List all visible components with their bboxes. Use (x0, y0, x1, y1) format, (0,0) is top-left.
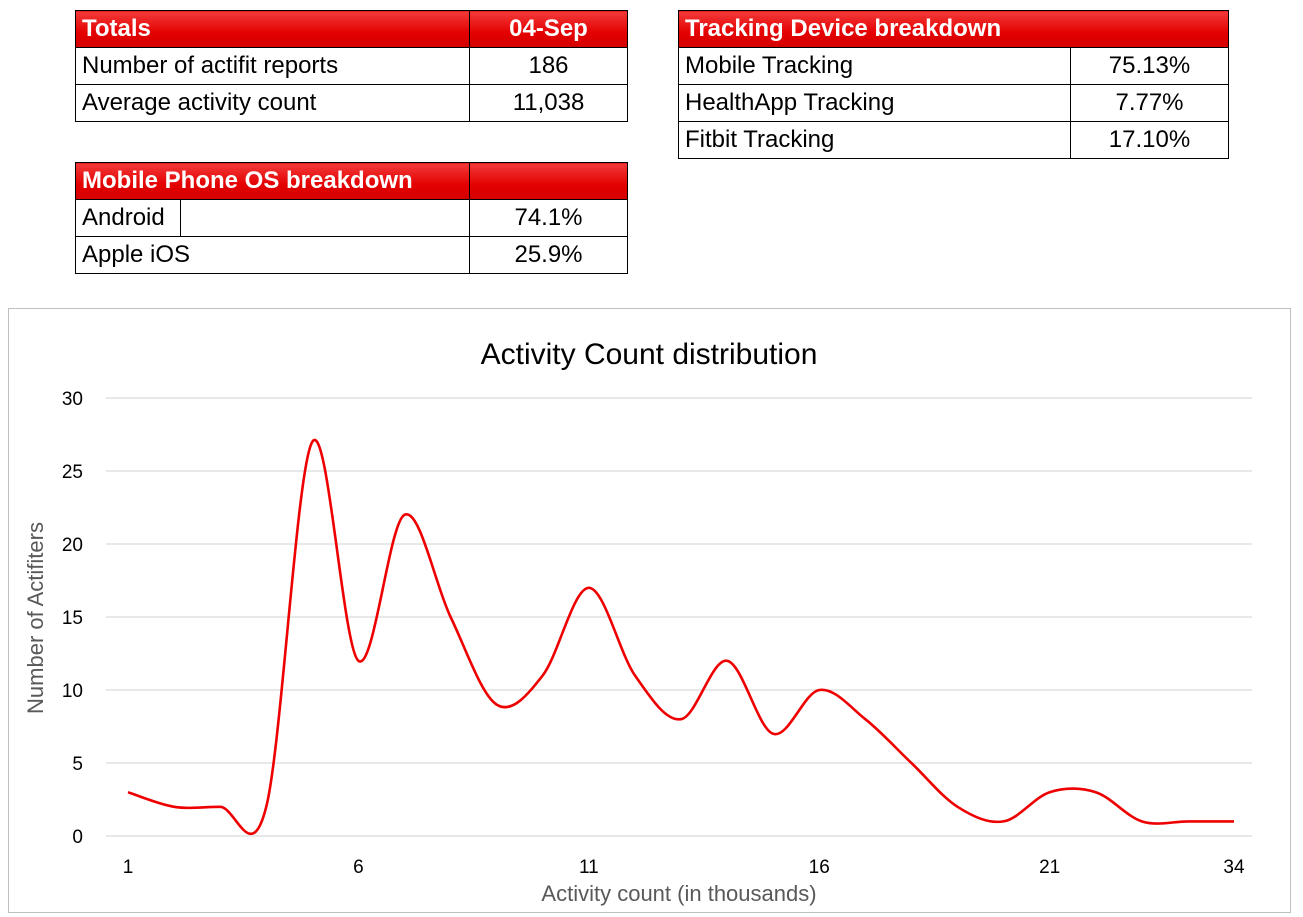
row-value: 74.1% (469, 199, 628, 237)
os-header-row: Mobile Phone OS breakdown (75, 162, 628, 200)
gridlines (106, 397, 1252, 837)
table-row: Mobile Tracking 75.13% (678, 47, 1229, 85)
mobile-os-table: Mobile Phone OS breakdown Android 74.1% … (75, 162, 628, 274)
y-tick-label: 20 (62, 535, 83, 556)
os-header-label: Mobile Phone OS breakdown (75, 162, 470, 200)
x-axis-ticks: 1 6 11 16 21 34 (123, 857, 1245, 878)
x-tick-label: 6 (353, 857, 364, 878)
row-value: 11,038 (469, 84, 628, 122)
table-row: Average activity count 11,038 (75, 84, 628, 122)
row-label: Mobile Tracking (678, 47, 1071, 85)
empty-cell (180, 199, 470, 237)
y-tick-label: 10 (62, 681, 83, 702)
tracking-header-row: Tracking Device breakdown (678, 10, 1229, 48)
x-axis-title: Activity count (in thousands) (541, 881, 816, 906)
row-value: 17.10% (1070, 121, 1229, 159)
activity-chart-area: Activity Count distribution 0 5 10 15 20 25 30… (8, 308, 1291, 913)
tracking-device-table: Tracking Device breakdown Mobile Trackin… (678, 10, 1229, 159)
totals-table: Totals 04-Sep Number of actifit reports … (75, 10, 628, 122)
row-label: Average activity count (75, 84, 470, 122)
x-tick-label: 11 (579, 857, 599, 878)
series-layer (127, 438, 1234, 836)
activity-chart: Activity Count distribution 0 5 10 15 20 25 30… (23, 338, 1252, 906)
series-line (127, 438, 1234, 836)
row-label: Android (75, 199, 181, 237)
totals-header-date: 04-Sep (469, 10, 628, 48)
row-value: 25.9% (469, 236, 628, 274)
row-value: 7.77% (1070, 84, 1229, 122)
x-tick-label: 16 (809, 857, 830, 878)
table-row: Fitbit Tracking 17.10% (678, 121, 1229, 159)
y-tick-label: 15 (62, 608, 83, 629)
y-tick-label: 25 (62, 462, 83, 483)
totals-header-label: Totals (75, 10, 470, 48)
y-axis-ticks: 0 5 10 15 20 25 30 (62, 389, 83, 848)
table-row: HealthApp Tracking 7.77% (678, 84, 1229, 122)
totals-header-row: Totals 04-Sep (75, 10, 628, 48)
y-tick-label: 0 (72, 827, 83, 848)
chart-title: Activity Count distribution (481, 338, 818, 371)
y-tick-label: 5 (72, 754, 83, 775)
x-tick-label: 21 (1039, 857, 1060, 878)
row-label: Apple iOS (75, 236, 470, 274)
x-tick-label: 34 (1223, 857, 1245, 878)
row-value: 75.13% (1070, 47, 1229, 85)
y-axis-title: Number of Actifiters (23, 522, 48, 714)
tracking-header-label: Tracking Device breakdown (678, 10, 1229, 48)
x-tick-label: 1 (123, 857, 134, 878)
table-row: Number of actifit reports 186 (75, 47, 628, 85)
row-label: Number of actifit reports (75, 47, 470, 85)
table-row: Android 74.1% (75, 199, 628, 237)
row-label: HealthApp Tracking (678, 84, 1071, 122)
os-header-blank (469, 162, 628, 200)
y-tick-label: 30 (62, 389, 83, 410)
row-label: Fitbit Tracking (678, 121, 1071, 159)
table-row: Apple iOS 25.9% (75, 236, 628, 274)
row-value: 186 (469, 47, 628, 85)
